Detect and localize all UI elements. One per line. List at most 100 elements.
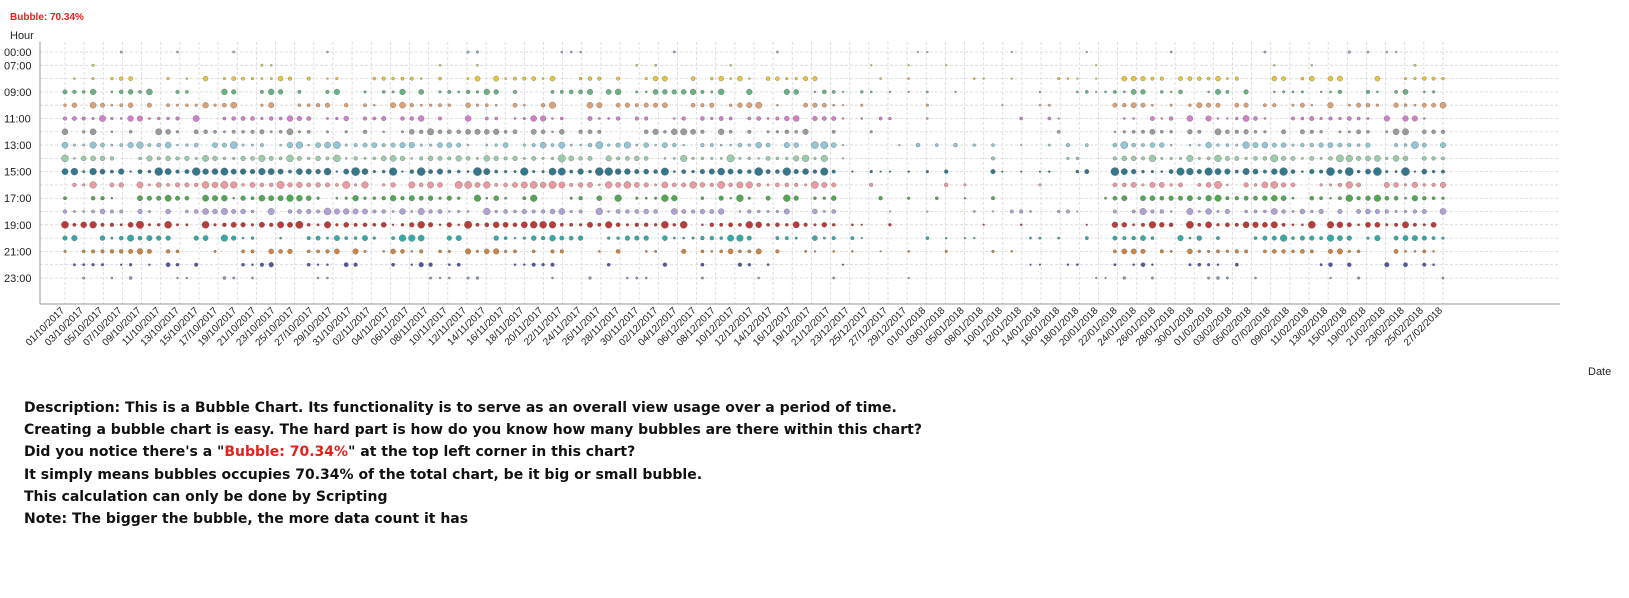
bubble	[653, 169, 658, 174]
bubble	[297, 130, 301, 134]
bubble	[267, 168, 275, 175]
bubble	[323, 207, 332, 216]
bubble	[316, 276, 320, 280]
bubble	[1291, 90, 1295, 94]
bubble	[306, 262, 311, 267]
bubble	[1394, 90, 1398, 94]
bubble	[251, 276, 254, 280]
bubble	[1300, 143, 1305, 148]
bubble	[73, 77, 76, 80]
bubble	[325, 182, 330, 188]
bubble	[860, 90, 864, 94]
bubble	[1421, 168, 1428, 175]
bubble	[888, 116, 892, 121]
bubble	[485, 196, 489, 200]
bubble	[1413, 77, 1417, 81]
bubble	[268, 262, 274, 268]
bubble	[361, 181, 369, 189]
bubble	[382, 183, 386, 187]
bubble	[286, 194, 294, 202]
bubble	[110, 143, 114, 147]
bubble	[287, 76, 292, 81]
bubble	[1328, 262, 1333, 267]
bubble	[689, 88, 697, 96]
bubble	[1281, 129, 1287, 135]
bubble	[973, 77, 976, 80]
bubble	[672, 143, 677, 148]
bubble	[295, 141, 303, 149]
bubble	[465, 102, 471, 108]
bubble	[614, 88, 622, 96]
bubble	[559, 129, 565, 135]
bubble	[1225, 129, 1230, 134]
bubble	[623, 181, 632, 189]
bubble	[212, 142, 218, 148]
bubble	[99, 208, 106, 215]
bubble	[259, 182, 265, 188]
bubble	[1084, 169, 1090, 175]
bubble	[353, 262, 358, 267]
bubble	[1357, 276, 1361, 280]
bubble	[1403, 103, 1408, 107]
bubble	[1441, 129, 1445, 134]
bubble	[1310, 103, 1314, 107]
bubble	[635, 90, 639, 94]
bubble	[831, 223, 836, 227]
bubble	[231, 89, 237, 95]
bubble	[147, 143, 152, 147]
bubble	[701, 223, 704, 227]
bubble	[746, 88, 753, 95]
bubble	[541, 236, 546, 241]
bubble	[372, 116, 377, 121]
bubble	[164, 168, 172, 175]
bubble	[1076, 90, 1079, 94]
bubble	[269, 182, 274, 188]
bubble	[1327, 102, 1334, 109]
bubble	[652, 128, 659, 135]
bubble	[381, 196, 386, 201]
bubble	[1141, 169, 1145, 174]
bubble	[1148, 221, 1157, 229]
bubble	[541, 103, 546, 108]
bubble	[737, 102, 743, 108]
bubble	[1204, 167, 1213, 176]
bubble	[898, 144, 901, 147]
bubble	[100, 249, 105, 254]
bubble	[185, 77, 189, 80]
bubble	[1309, 169, 1315, 175]
bubble	[812, 169, 818, 174]
bubble	[231, 76, 236, 81]
bubble	[1253, 209, 1258, 214]
bubble	[493, 128, 500, 135]
bubble	[222, 222, 227, 227]
bubble	[286, 115, 294, 122]
bubble	[1113, 90, 1117, 94]
bubble	[690, 128, 696, 135]
bubble	[1216, 276, 1220, 280]
bubble	[1159, 142, 1165, 148]
bubble	[728, 222, 733, 228]
y-axis-title: Hour	[10, 30, 34, 42]
bubble	[164, 221, 172, 229]
bubble	[1270, 181, 1278, 189]
bubble	[296, 116, 302, 122]
bubble	[1422, 183, 1426, 187]
bubble	[1345, 181, 1353, 189]
bubble	[1159, 76, 1164, 81]
bubble	[1290, 156, 1296, 161]
bubble	[595, 141, 604, 149]
bubble	[709, 209, 715, 214]
bubble	[89, 221, 97, 229]
bubble	[230, 168, 237, 175]
bubble	[1319, 156, 1323, 160]
bubble	[325, 156, 330, 161]
bubble	[286, 142, 294, 149]
bubble	[579, 223, 583, 227]
bubble	[91, 209, 95, 214]
bubble	[73, 157, 76, 160]
bubble	[494, 143, 498, 147]
bubble	[258, 154, 266, 162]
bubble	[277, 168, 284, 175]
bubble	[166, 183, 170, 187]
bubble	[644, 222, 649, 227]
